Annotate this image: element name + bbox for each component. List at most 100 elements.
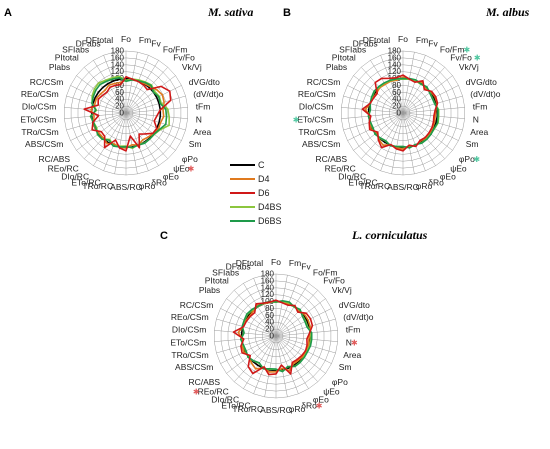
radar-axis-label: SFIabs: [339, 45, 366, 55]
radar-axis-label: REo/CSm: [298, 89, 336, 99]
radar-spoke: [125, 55, 149, 114]
radar-axis-label: ψEo: [173, 164, 190, 174]
radar-spoke: [275, 275, 288, 337]
radar-series-d6: [232, 299, 314, 376]
radar-series-group: [232, 299, 314, 376]
radar-spoke: [361, 67, 404, 114]
radar-spoke: [234, 335, 277, 382]
radar-axis-label: Fo: [398, 34, 408, 44]
radar-spoke: [125, 112, 168, 159]
radar-axis-label: ETo/RC: [348, 177, 377, 187]
radar-spoke: [275, 335, 336, 354]
radar-spoke: [216, 318, 277, 337]
radar-spoke: [243, 283, 277, 337]
significance-marker-icon: ✱: [473, 155, 480, 164]
radar-spoke: [402, 75, 453, 114]
radar-spoke: [70, 112, 127, 141]
radar-series-d6bs: [239, 299, 313, 373]
radar-axis-label: φPo: [182, 154, 198, 164]
radar-axis-label: N: [346, 338, 352, 348]
radar-spoke: [264, 335, 277, 397]
radar-axis-label: Sm: [339, 362, 352, 372]
radar-series-d6: [361, 74, 439, 152]
radar-axis-label: Fv: [428, 39, 438, 49]
radar-axis-label: DFtotal: [363, 35, 391, 45]
radar-axis-label: Plabs: [326, 62, 347, 72]
radar-axis-label: ETo/RC: [71, 177, 100, 187]
radar-spoke: [125, 112, 176, 151]
radar-axis-label: (dV/dt)o: [343, 312, 374, 322]
radar-axis-label: (dV/dt)o: [193, 89, 224, 99]
radar-spoke: [66, 112, 127, 131]
radar-spoke: [125, 112, 182, 141]
radar-axis-label: Area: [470, 127, 488, 137]
radar-axis-label: RC/ABS: [188, 377, 220, 387]
radar-axis-label: DIo/CSm: [299, 102, 333, 112]
radar-axis-label: RC/ABS: [38, 154, 70, 164]
radar-axis-label: ψEo: [450, 164, 467, 174]
radar-axis-label: Fv/Fo: [173, 52, 195, 62]
radar-axis-label: ABS/CSm: [302, 139, 340, 149]
radar-axis-label: δRo: [151, 177, 167, 187]
radar-axis-label: ψEo: [323, 387, 340, 397]
radar-spoke: [125, 85, 182, 114]
radar-axis-label: TRo/CSm: [21, 127, 58, 137]
radar-spoke: [125, 60, 159, 114]
radar-axis-label: PItotal: [205, 275, 229, 285]
radar-axis-label: TRo/RC: [82, 181, 113, 191]
radar-tick-label: 140: [111, 60, 125, 69]
radar-axis-label: ABS/RC: [260, 405, 292, 415]
radar-series-group: [361, 74, 440, 152]
radar-spoke: [402, 107, 465, 114]
radar-axis-label: SFIabs: [62, 45, 89, 55]
radar-axis-label: DFtotal: [86, 35, 114, 45]
panel-letter: C: [160, 230, 168, 242]
radar-axis-label: DFabs: [226, 262, 251, 272]
significance-marker-icon: ✱: [293, 116, 300, 125]
radar-spoke: [370, 60, 404, 114]
radar-spoke: [402, 112, 436, 166]
panel-title: L. corniculatus: [351, 228, 428, 242]
radar-spoke: [125, 112, 186, 131]
radar-axis-label: Vk/Vj: [459, 62, 479, 72]
radar-spoke: [343, 112, 404, 131]
significance-marker-icon: ✱: [351, 339, 358, 348]
radar-spoke: [402, 85, 459, 114]
radar-spoke: [341, 107, 404, 114]
radar-tick-label: 160: [388, 53, 402, 62]
radar-axis-label: φEo: [440, 172, 456, 182]
radar-axis-label: dVG/dto: [339, 300, 370, 310]
radar-axis-label: dVG/dto: [466, 77, 497, 87]
radar-tick-label: 160: [111, 53, 125, 62]
radar-axis-label: Area: [193, 127, 211, 137]
radar-spoke: [402, 112, 453, 151]
radar-tick-label: 40: [392, 95, 401, 104]
radar-tick-label: 40: [115, 95, 124, 104]
significance-marker-icon: ✱: [193, 388, 200, 397]
radar-spoke: [216, 335, 277, 354]
radar-axis-label: (dV/dt)o: [470, 89, 501, 99]
radar-spoke: [391, 112, 404, 174]
radar-axis-label: Fo/Fm: [313, 268, 338, 278]
radar-axis-label: ABS/CSm: [25, 139, 63, 149]
radar-axis-label: DIo/RC: [211, 395, 239, 405]
radar-spoke: [402, 112, 415, 174]
radar-tick-label: 140: [261, 283, 275, 292]
radar-axis-label: RC/CSm: [180, 300, 214, 310]
radar-axis-label: REo/CSm: [171, 312, 209, 322]
radar-axis-label: ETo/CSm: [20, 115, 56, 125]
radar-spoke: [275, 335, 332, 364]
radar-spoke: [402, 52, 415, 114]
significance-marker-icon: ✱: [464, 46, 471, 55]
radar-series-d6: [83, 76, 172, 152]
radar-axis-label: tFm: [196, 102, 211, 112]
radar-spoke: [103, 112, 127, 171]
radar-axis-label: Fm: [139, 35, 151, 45]
radar-axis-label: Fm: [416, 35, 428, 45]
radar-grid: [341, 50, 465, 176]
legend-label: D6: [258, 188, 270, 198]
legend-label: D4BS: [258, 202, 282, 212]
radar-tick-label: 60: [392, 88, 401, 97]
legend-label: C: [258, 160, 265, 170]
